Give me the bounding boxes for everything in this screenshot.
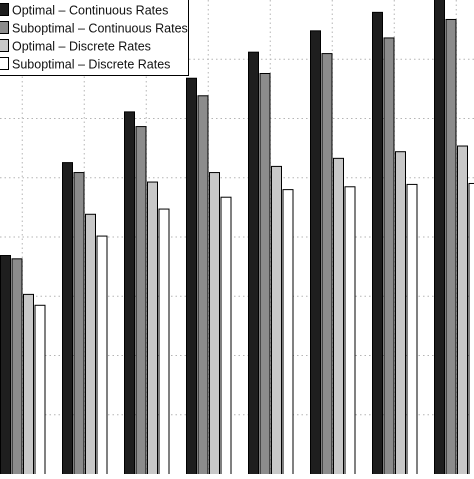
bar-series-1-cat-8	[435, 0, 445, 474]
bar-series-1-cat-6	[311, 31, 321, 474]
bar-series-4-cat-6	[345, 187, 355, 474]
bar-series-3-cat-7	[396, 152, 406, 474]
bar-series-4-cat-8	[469, 183, 474, 474]
bar-series-4-cat-7	[407, 184, 417, 474]
legend-label-1: Optimal – Continuous Rates	[12, 4, 168, 18]
bar-series-2-cat-4	[198, 96, 208, 474]
bar-series-2-cat-8	[446, 19, 456, 474]
bar-series-2-cat-3	[136, 127, 146, 474]
bar-series-4-cat-4	[221, 197, 231, 474]
legend-label-4: Suboptimal – Discrete Rates	[12, 58, 170, 72]
bar-series-3-cat-2	[86, 214, 96, 474]
legend-swatch-1	[0, 4, 9, 16]
bar-series-1-cat-7	[373, 12, 383, 474]
bar-series-1-cat-1	[1, 256, 11, 474]
bar-series-3-cat-4	[210, 173, 220, 474]
legend-swatch-4	[0, 58, 9, 70]
legend-swatch-3	[0, 40, 9, 52]
bar-series-2-cat-7	[384, 38, 394, 474]
bar-series-4-cat-1	[35, 305, 45, 474]
bar-series-1-cat-5	[249, 52, 259, 474]
bar-series-3-cat-6	[334, 158, 344, 474]
bar-series-4-cat-2	[97, 236, 107, 474]
legend: Optimal – Continuous Rates Suboptimal – C…	[0, 0, 189, 76]
legend-label-3: Optimal – Discrete Rates	[12, 40, 151, 54]
bar-series-4-cat-5	[283, 190, 293, 474]
bar-series-3-cat-8	[458, 146, 468, 474]
legend-label-2: Suboptimal – Continuous Rates	[12, 22, 188, 36]
bar-series-2-cat-1	[12, 259, 22, 474]
bar-series-1-cat-4	[187, 78, 197, 474]
bar-series-2-cat-6	[322, 54, 332, 474]
bar-series-3-cat-5	[272, 166, 282, 474]
bar-series-3-cat-3	[148, 182, 158, 474]
bar-series-2-cat-5	[260, 73, 270, 474]
bar-series-1-cat-2	[63, 163, 73, 474]
bar-series-1-cat-3	[125, 112, 135, 474]
bar-series-3-cat-1	[24, 294, 34, 474]
bar-series-4-cat-3	[159, 209, 169, 474]
legend-swatch-2	[0, 22, 9, 34]
bar-series-2-cat-2	[74, 173, 84, 474]
